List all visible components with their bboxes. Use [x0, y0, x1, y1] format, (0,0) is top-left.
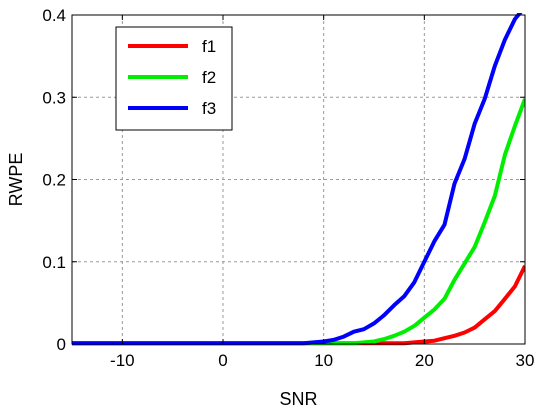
legend-label-f2: f2 — [202, 68, 216, 87]
x-axis-label: SNR — [279, 389, 317, 409]
y-tick-label: 0.4 — [42, 6, 66, 25]
legend: f1 f2 f3 — [115, 26, 233, 131]
y-tick-label: 0.1 — [42, 253, 66, 272]
y-tick-label: 0 — [57, 335, 66, 354]
axis-tick-labels: -10 0 10 20 30 0 0.1 0.2 0.3 0.4 — [42, 6, 534, 370]
series-lines — [72, 13, 525, 346]
x-tick-label: 20 — [415, 351, 434, 370]
legend-label-f3: f3 — [202, 99, 216, 118]
axis-ticks — [72, 14, 526, 345]
series-line-f3 — [72, 13, 523, 346]
x-tick-label: -10 — [110, 351, 135, 370]
x-tick-label: 30 — [516, 351, 535, 370]
y-tick-label: 0.2 — [42, 171, 66, 190]
y-axis-label: RWPE — [6, 153, 26, 207]
legend-label-f1: f1 — [202, 37, 216, 56]
y-tick-label: 0.3 — [42, 88, 66, 107]
x-tick-label: 0 — [218, 351, 227, 370]
x-tick-label: 10 — [314, 351, 333, 370]
